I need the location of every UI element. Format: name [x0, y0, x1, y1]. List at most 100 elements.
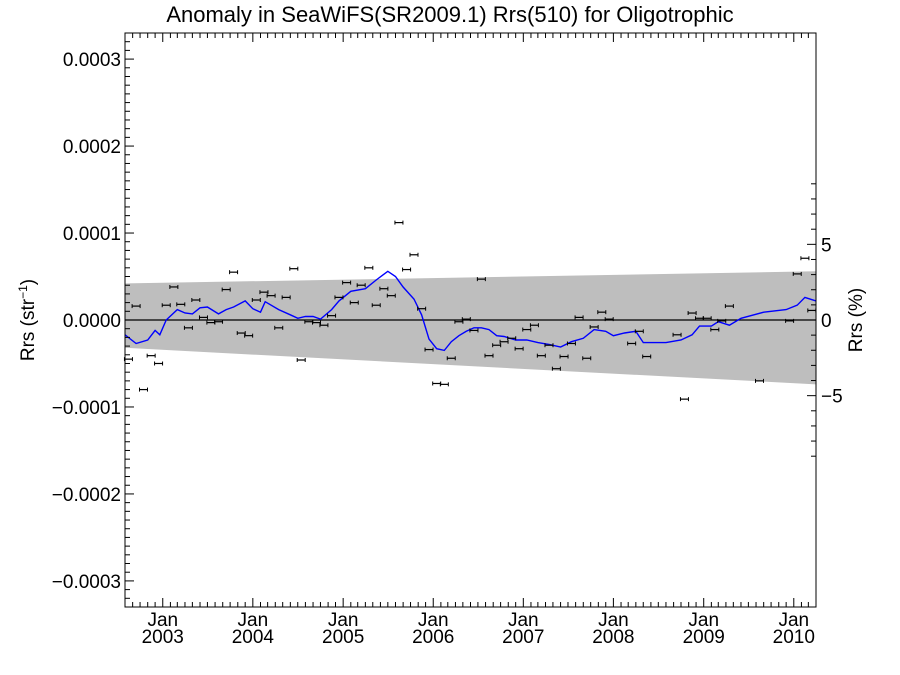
y-tick-label: 0.0002 — [63, 137, 121, 158]
data-point — [604, 317, 614, 322]
uncertainty-band — [125, 271, 816, 385]
data-point — [281, 295, 291, 300]
data-point — [214, 319, 224, 324]
data-point — [672, 332, 682, 337]
x-tick-year-label: 2005 — [322, 627, 364, 648]
data-point — [514, 346, 524, 351]
data-point — [582, 356, 592, 361]
data-point — [597, 310, 607, 315]
trend-line — [124, 270, 817, 352]
y-tick-label: 0.0000 — [63, 311, 121, 332]
x-tick-year-label: 2007 — [502, 627, 544, 648]
data-point — [342, 280, 352, 285]
uncertainty-band-layer — [125, 271, 816, 385]
data-point — [221, 287, 231, 292]
data-point — [702, 316, 712, 321]
x-tick-year-label: 2010 — [773, 627, 815, 648]
data-point — [717, 318, 727, 323]
x-tick-month-label: Jan — [238, 610, 269, 631]
data-point — [476, 277, 486, 282]
data-point — [461, 317, 471, 322]
data-point — [446, 356, 456, 361]
data-point — [574, 315, 584, 320]
data-points-layer — [123, 220, 817, 402]
x-tick-month-label: Jan — [328, 610, 359, 631]
data-point — [161, 303, 171, 308]
y2-tick-label: 0 — [821, 311, 832, 332]
x-tick-year-label: 2008 — [592, 627, 634, 648]
x-tick-month-label: Jan — [147, 610, 178, 631]
data-point — [183, 325, 193, 330]
data-point — [356, 283, 366, 288]
data-point — [312, 320, 322, 325]
data-point — [191, 297, 201, 302]
y2-tick-label: 5 — [821, 235, 832, 256]
data-point — [566, 341, 576, 346]
y-axis-ticks-layer: 0.0003 0.0002 0.0001 0.0000 −0.0001 −0.0002 −0… — [52, 32, 134, 608]
data-point — [139, 387, 149, 392]
data-point — [559, 354, 569, 359]
data-point — [409, 252, 419, 257]
data-point — [642, 354, 652, 359]
data-point — [327, 313, 337, 318]
y2-axis-label: Rrs (%) — [846, 288, 867, 352]
data-point — [244, 333, 254, 338]
data-point — [469, 328, 479, 333]
data-point — [123, 357, 133, 362]
data-point — [402, 267, 412, 272]
x-tick-month-label: Jan — [778, 610, 809, 631]
data-point — [266, 293, 276, 298]
data-point — [198, 315, 208, 320]
data-point — [176, 302, 186, 307]
data-point — [364, 265, 374, 270]
data-point — [424, 347, 434, 352]
data-point — [169, 284, 179, 289]
data-point — [274, 325, 284, 330]
data-point — [371, 303, 381, 308]
data-point — [394, 220, 404, 225]
data-point — [536, 353, 546, 358]
y-axis-label: Rrs (str−1) — [16, 279, 39, 361]
chart-title: Anomaly in SeaWiFS(SR2009.1) Rrs(510) fo… — [166, 2, 734, 27]
x-tick-year-label: 2009 — [683, 627, 725, 648]
y2-tick-label: −5 — [821, 387, 843, 408]
data-point — [627, 341, 637, 346]
x-tick-month-label: Jan — [508, 610, 539, 631]
x-tick-year-label: 2006 — [412, 627, 454, 648]
data-point — [679, 397, 689, 402]
data-point — [259, 290, 269, 295]
data-point — [710, 327, 720, 332]
data-point — [251, 297, 261, 302]
y-tick-label: 0.0003 — [63, 50, 121, 71]
data-point — [379, 286, 389, 291]
y-tick-label: 0.0001 — [63, 224, 121, 245]
data-point — [589, 324, 599, 329]
x-tick-year-label: 2003 — [142, 627, 184, 648]
data-point — [484, 353, 494, 358]
data-point — [131, 304, 141, 309]
data-point — [439, 382, 449, 387]
data-point — [792, 271, 802, 276]
data-point — [499, 339, 509, 344]
data-point — [154, 361, 164, 366]
data-point — [349, 300, 359, 305]
y-tick-label: −0.0001 — [52, 398, 121, 419]
data-point — [417, 306, 427, 311]
data-point — [236, 331, 246, 336]
data-point — [785, 318, 795, 323]
data-point — [544, 343, 554, 348]
data-point — [754, 378, 764, 383]
data-point — [507, 336, 517, 341]
data-point — [296, 358, 306, 363]
data-point — [432, 381, 442, 386]
data-point — [334, 295, 344, 300]
y-tick-label: −0.0002 — [52, 485, 121, 506]
data-point — [724, 304, 734, 309]
y-tick-label: −0.0003 — [52, 572, 121, 593]
x-tick-month-label: Jan — [418, 610, 449, 631]
data-point — [229, 270, 239, 275]
data-point — [289, 266, 299, 271]
trend-line-layer — [124, 270, 817, 352]
data-point — [386, 293, 396, 298]
